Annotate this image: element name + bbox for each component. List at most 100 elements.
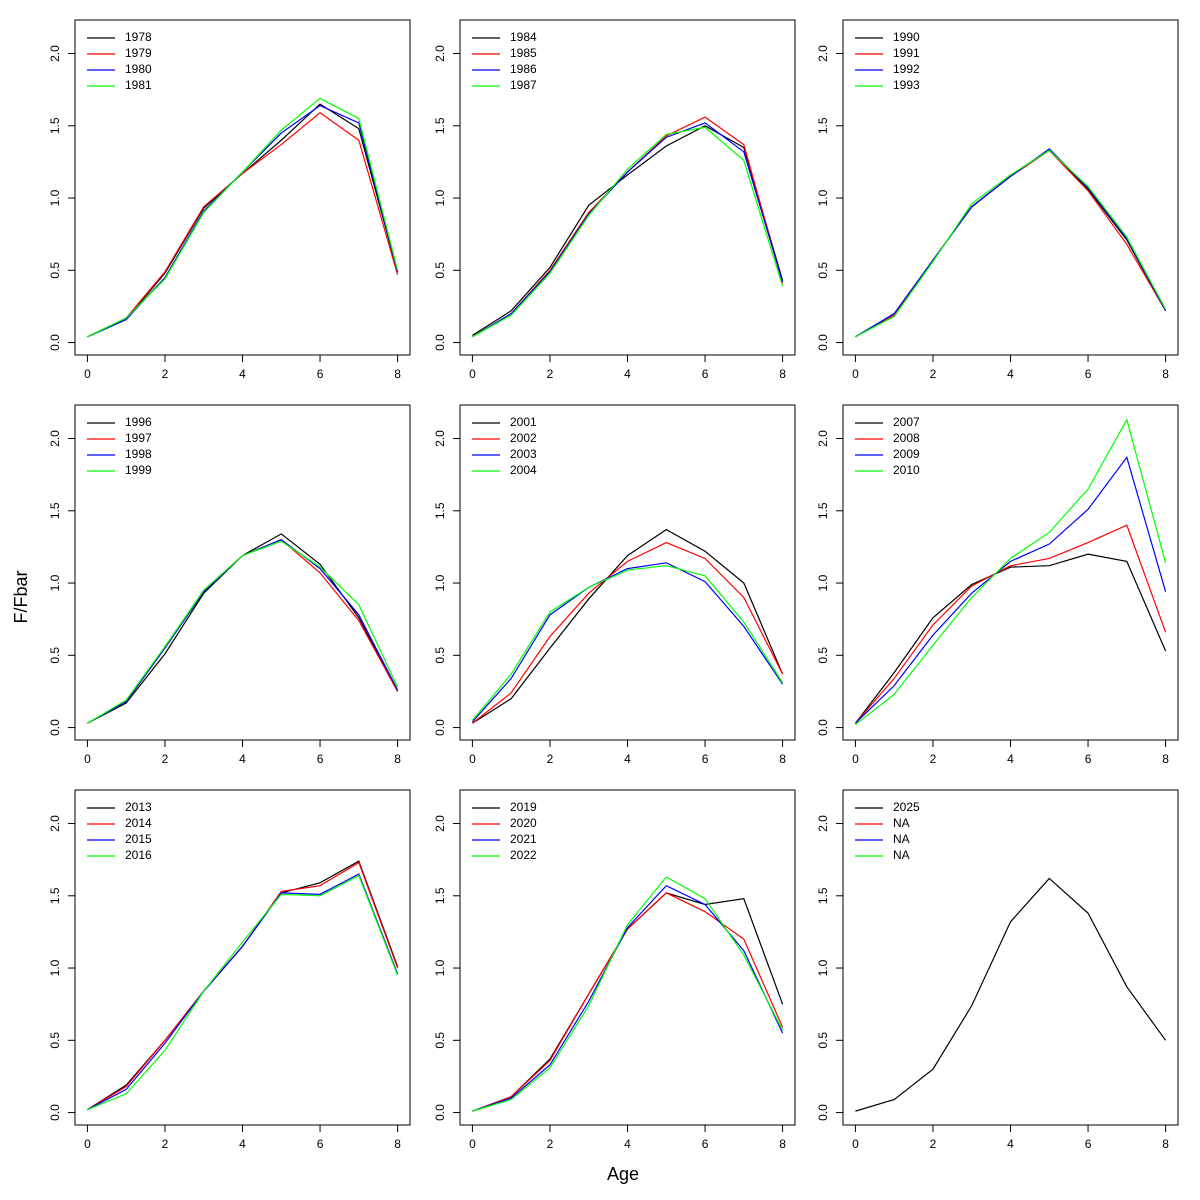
legend-label: 2002 <box>510 431 537 445</box>
y-tick-label: 0.0 <box>48 334 62 351</box>
x-tick-label: 8 <box>1162 367 1169 381</box>
y-tick-label: 0.5 <box>816 647 830 664</box>
y-tick-label: 1.5 <box>433 887 447 904</box>
legend-label: 1987 <box>510 78 537 92</box>
x-tick-label: 0 <box>84 752 91 766</box>
y-tick-label: 2.0 <box>816 815 830 832</box>
x-tick-label: 8 <box>394 367 401 381</box>
x-tick-label: 6 <box>702 752 709 766</box>
x-tick-label: 0 <box>852 752 859 766</box>
y-tick-label: 0.0 <box>816 719 830 736</box>
legend-label: 1990 <box>893 30 920 44</box>
x-tick-label: 2 <box>930 1137 937 1151</box>
y-tick-label: 1.0 <box>48 959 62 976</box>
series-line <box>87 533 399 724</box>
y-tick-label: 1.5 <box>48 502 62 519</box>
x-tick-label: 4 <box>1007 1137 1014 1151</box>
legend-label: 2008 <box>893 431 920 445</box>
x-tick-label: 0 <box>469 752 476 766</box>
x-tick-label: 4 <box>624 367 631 381</box>
series-line <box>87 97 399 338</box>
y-tick-label: 1.5 <box>816 117 830 134</box>
legend-label: 1999 <box>125 463 152 477</box>
series-line <box>87 104 399 338</box>
x-tick-label: 4 <box>624 1137 631 1151</box>
series-line <box>855 418 1167 726</box>
legend-label: 1986 <box>510 62 537 76</box>
y-tick-label: 1.5 <box>816 502 830 519</box>
series-line <box>471 562 784 723</box>
x-tick-label: 0 <box>852 1137 859 1151</box>
series-line <box>471 565 784 721</box>
y-tick-label: 0.5 <box>433 262 447 279</box>
series-line <box>855 149 1167 338</box>
y-tick-label: 0.0 <box>816 1104 830 1121</box>
series-line <box>472 125 784 336</box>
x-tick-label: 2 <box>930 752 937 766</box>
series-line <box>855 149 1167 338</box>
x-tick-label: 2 <box>930 367 937 381</box>
series-line <box>854 553 1167 724</box>
x-tick-label: 8 <box>779 1137 786 1151</box>
legend-label: 2022 <box>510 848 537 862</box>
y-tick-label: 2.0 <box>433 430 447 447</box>
x-tick-label: 2 <box>162 367 169 381</box>
series-line <box>472 892 784 1112</box>
legend-label: 1984 <box>510 30 537 44</box>
legend-label: 2021 <box>510 832 537 846</box>
legend-label: NA <box>893 832 910 846</box>
legend-label: NA <box>893 816 910 830</box>
legend-label: 1998 <box>125 447 152 461</box>
legend-label: 2001 <box>510 415 537 429</box>
x-tick-label: 6 <box>317 1137 324 1151</box>
legend-label: 2020 <box>510 816 537 830</box>
y-tick-label: 0.5 <box>816 1032 830 1049</box>
legend-label: 1978 <box>125 30 152 44</box>
y-tick-label: 1.5 <box>816 887 830 904</box>
legend-label: 2019 <box>510 800 537 814</box>
y-tick-label: 1.5 <box>433 117 447 134</box>
y-tick-label: 0.5 <box>48 262 62 279</box>
x-tick-label: 6 <box>317 752 324 766</box>
y-tick-label: 2.0 <box>433 45 447 62</box>
legend-label: 2010 <box>893 463 920 477</box>
y-tick-label: 1.0 <box>433 959 447 976</box>
series-line <box>87 103 399 338</box>
y-tick-label: 0.0 <box>433 719 447 736</box>
series-line <box>472 116 784 338</box>
series-line <box>472 884 784 1112</box>
legend-label: 2014 <box>125 816 152 830</box>
y-tick-label: 1.5 <box>48 887 62 904</box>
legend-label: 2007 <box>893 415 920 429</box>
series-line <box>87 873 399 1111</box>
series-line <box>87 539 399 724</box>
x-tick-label: 0 <box>84 367 91 381</box>
x-tick-label: 4 <box>1007 367 1014 381</box>
y-tick-label: 0.5 <box>433 1032 447 1049</box>
y-tick-label: 0.0 <box>48 1104 62 1121</box>
y-tick-label: 2.0 <box>816 430 830 447</box>
y-tick-label: 0.0 <box>48 719 62 736</box>
series-line <box>472 541 784 724</box>
y-tick-label: 0.5 <box>48 647 62 664</box>
series-line <box>854 524 1167 724</box>
series-line <box>87 861 399 1111</box>
y-tick-label: 2.0 <box>433 815 447 832</box>
legend-label: 2015 <box>125 832 152 846</box>
y-tick-label: 0.5 <box>433 647 447 664</box>
x-tick-label: 4 <box>239 752 246 766</box>
y-tick-label: 2.0 <box>816 45 830 62</box>
series-line <box>472 528 784 724</box>
series-line <box>87 112 399 338</box>
x-tick-label: 6 <box>702 367 709 381</box>
x-tick-label: 8 <box>1162 1137 1169 1151</box>
legend-label: 1997 <box>125 431 152 445</box>
series-line <box>472 122 784 338</box>
y-axis-label: F/Fbar <box>11 570 31 623</box>
series-line <box>472 126 784 338</box>
legend-label: 1996 <box>125 415 152 429</box>
series-line <box>87 538 399 724</box>
y-tick-label: 1.0 <box>48 574 62 591</box>
